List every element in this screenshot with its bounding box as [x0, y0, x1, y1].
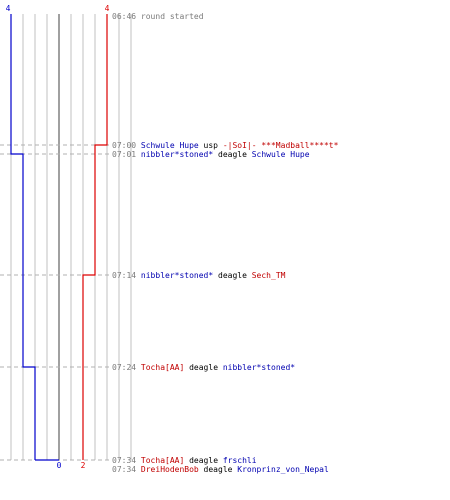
event-victim: nibbler*stoned*: [222, 363, 296, 372]
event-killer: Schwule Hupe: [140, 141, 199, 150]
event-row: 07:34 DreiHodenBob deagle Kronprinz_von_…: [112, 465, 329, 474]
event-weapon: deagle: [189, 456, 219, 465]
event-killer: Tocha[AA]: [140, 456, 185, 465]
event-weapon: deagle: [189, 363, 219, 372]
event-killer: nibbler*stoned*: [140, 150, 214, 159]
event-weapon: usp: [203, 141, 218, 150]
event-time: 07:24: [112, 363, 137, 372]
event-row: 06:46 round started: [112, 12, 204, 21]
red-start-count-label: 4: [105, 4, 110, 13]
event-row: 07:34 Tocha[AA] deagle frschli: [112, 456, 257, 465]
event-time: 07:34: [112, 465, 137, 474]
event-victim: Schwule Hupe: [251, 150, 310, 159]
blue-team-step-line: [10, 14, 59, 461]
event-row: 07:00 Schwule Hupe usp -|SoI|- ***Madbal…: [112, 141, 338, 150]
event-victim: -|SoI|- ***Madball****t*: [222, 141, 339, 150]
blue-start-count-label: 4: [6, 4, 11, 13]
event-text: round started: [140, 12, 204, 21]
event-time: 07:34: [112, 456, 137, 465]
event-killer: Tocha[AA]: [140, 363, 185, 372]
red-end-count-label: 2: [81, 461, 86, 470]
event-time: 07:14: [112, 271, 137, 280]
event-time: 06:46: [112, 12, 137, 21]
event-weapon: deagle: [218, 150, 247, 159]
event-victim: frschli: [222, 456, 257, 465]
event-victim: Kronprinz_von_Nepal: [237, 465, 329, 474]
event-row: 07:24 Tocha[AA] deagle nibbler*stoned*: [112, 363, 295, 372]
event-weapon: deagle: [203, 465, 233, 474]
blue-end-count-label: 0: [57, 461, 62, 470]
event-time: 07:00: [112, 141, 137, 150]
event-row: 07:14 nibbler*stoned* deagle Sech_TM: [112, 271, 285, 280]
red-team-step-line: [82, 14, 108, 460]
event-victim: Sech_TM: [251, 271, 286, 280]
event-row: 07:01 nibbler*stoned* deagle Schwule Hup…: [112, 150, 310, 159]
event-killer: nibbler*stoned*: [140, 271, 214, 280]
event-weapon: deagle: [218, 271, 247, 280]
event-killer: DreiHodenBob: [140, 465, 199, 474]
event-time: 07:01: [112, 150, 137, 159]
